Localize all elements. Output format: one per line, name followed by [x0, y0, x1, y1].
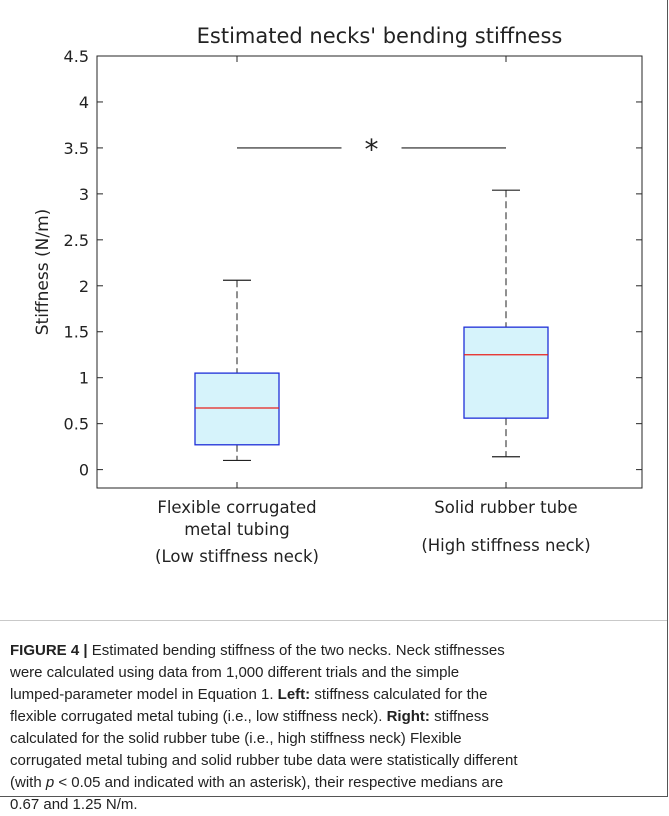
y-tick-label: 0.5 — [64, 415, 89, 434]
y-tick-label: 3 — [79, 185, 89, 204]
y-tick-label: 2.5 — [64, 231, 89, 250]
y-tick-label: 3.5 — [64, 139, 89, 158]
plot-area-border — [96, 55, 643, 489]
y-tick-label: 4 — [79, 93, 89, 112]
iqr-box — [463, 326, 549, 419]
y-tick-label: 1.5 — [64, 323, 89, 342]
y-tick-label: 0 — [79, 461, 89, 480]
iqr-box — [194, 372, 280, 446]
y-tick-label: 2 — [79, 277, 89, 296]
y-tick-label: 1 — [79, 369, 89, 388]
chart-title: Estimated necks' bending stiffness — [197, 24, 563, 48]
x-category-label: Solid rubber tube — [434, 498, 577, 517]
y-axis-label: Stiffness (N/m) — [33, 209, 53, 336]
x-category-label: (Low stiffness neck) — [155, 547, 319, 566]
caption-divider — [0, 620, 667, 621]
caption-text: 0.67 and 1.25 N/m. — [10, 796, 138, 813]
x-category-label: (High stiffness neck) — [421, 536, 590, 555]
y-tick-label: 4.5 — [64, 47, 89, 66]
x-category-label: metal tubing — [184, 520, 290, 539]
x-category-label: Flexible corrugated — [157, 498, 316, 517]
caption-line: 0.67 and 1.25 N/m. — [10, 794, 138, 816]
box-plot: 0 0.5 1 1.5 2 2.5 3 3.5 4 4.5 Estimated necks' ben… — [33, 24, 643, 566]
figure-frame — [0, 0, 668, 797]
significance-asterisk: * — [365, 133, 379, 166]
